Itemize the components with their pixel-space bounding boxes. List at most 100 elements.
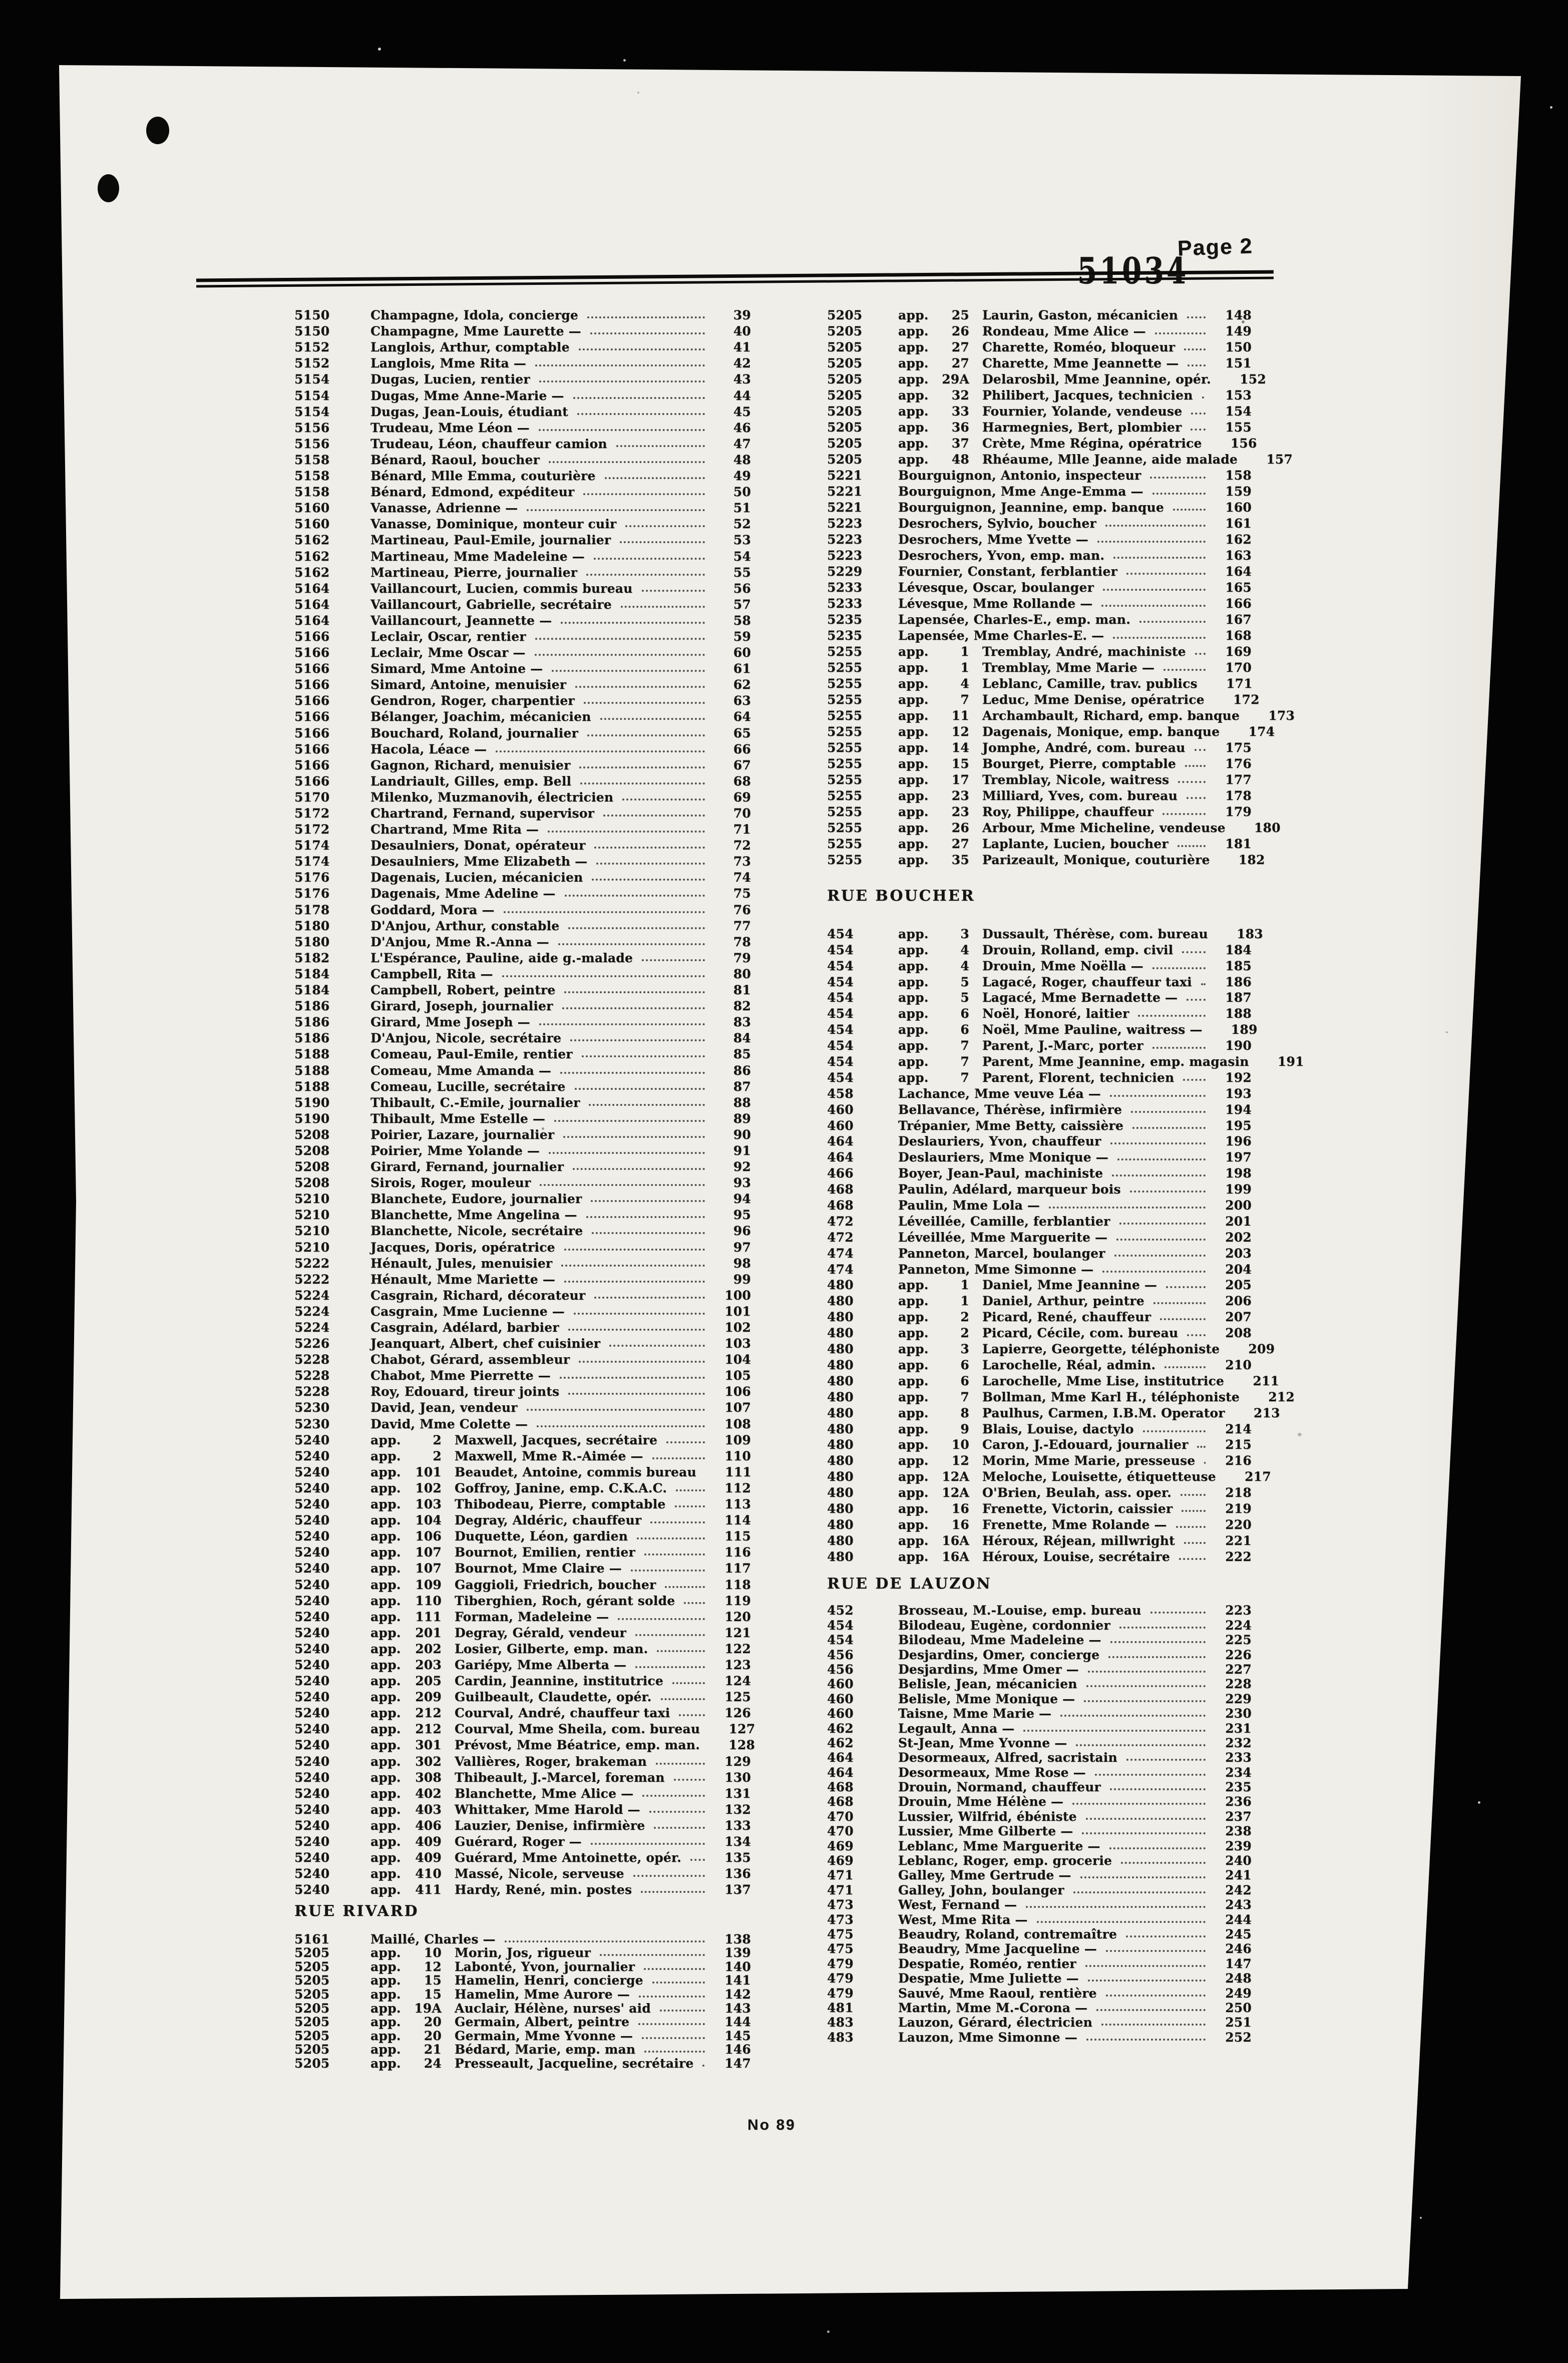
entry-name-occupation: Blanchete, Eudore, journalier [370,1192,582,1207]
dot-leader [1023,1729,1206,1732]
entry-sequence-number: 49 [733,469,751,484]
directory-entry-row: 5152 Langlois, Mme Rita — 42 [294,354,751,370]
entry-apartment-block: app. 37 [898,436,969,451]
entry-name-occupation: Desormeaux, Alfred, sacristain [898,1750,1117,1765]
apartment-label: app. [370,1641,401,1656]
entry-apartment-block: app. 11 [898,708,969,723]
entry-sequence-number: 177 [1225,772,1252,787]
entry-sequence-number: 124 [724,1674,751,1689]
apartment-label: app. [898,420,929,435]
entry-apartment-block: app. 6 [898,1358,969,1372]
entry-apartment-number: 29A [942,372,969,386]
dot-leader [586,573,705,576]
entry-street-number: 5154 [294,388,330,403]
entry-apartment-number: 11 [951,708,969,723]
dot-leader [591,1200,705,1203]
entry-street-number: 5223 [827,532,863,547]
entry-sequence-number: 40 [733,324,751,339]
entry-sequence-number: 188 [1225,1006,1252,1021]
entry-name-occupation: Langlois, Mme Rita — [370,356,527,371]
entry-name-occupation: Belisle, Mme Monique — [898,1691,1075,1706]
entry-sequence-number: 121 [724,1625,751,1640]
entry-apartment-number: 2 [433,1448,442,1463]
entry-name-occupation: Bourguignon, Antonio, inspecteur [898,468,1141,483]
directory-entry-row: 5240 app. 301 Prévost, Mme Béatrice, emp. m… [294,1736,755,1752]
dot-leader [534,654,705,656]
entry-apartment-number: 111 [415,1609,442,1624]
entry-apartment-number: 17 [951,772,969,787]
dot-leader [620,605,705,608]
entry-street-number: 5170 [294,790,330,805]
directory-entry-row: 5240 app. 302 Vallières, Roger, brakeman 129 [294,1752,751,1769]
dot-leader [592,1232,705,1235]
dot-leader [593,557,705,560]
entry-street-number: 5166 [294,693,330,708]
dot-leader [1110,1142,1206,1145]
directory-entry-row: 5182 L'Espérance, Pauline, aide g.-malade… [294,949,751,965]
entry-apartment-number: 4 [960,676,969,691]
entry-name-occupation: Paulin, Adélard, marqueur bois [898,1182,1121,1197]
entry-street-number: 5240 [294,1866,330,1881]
entry-name-occupation: Archambault, Richard, emp. banque [982,708,1240,723]
entry-name-occupation: Bédard, Marie, emp. man [455,2042,636,2057]
entry-street-number: 464 [827,1750,854,1765]
dot-leader [665,1586,705,1588]
directory-entry-row: 5240 app. 107 Bournot, Emilien, rentier 116 [294,1543,751,1559]
dot-leader [642,959,705,961]
entry-name-occupation: Taisne, Mme Marie — [898,1706,1052,1721]
film-speck [1550,106,1552,109]
entry-street-number: 5158 [294,452,330,467]
entry-apartment-number: 3 [960,1342,969,1357]
entry-name-occupation: Gariépy, Mme Alberta — [455,1657,627,1672]
apartment-label: app. [370,2001,401,2016]
apartment-label: app. [898,308,929,322]
directory-entry-row: 5240 app. 202 Losier, Gilberte, emp. man. 12… [294,1640,751,1656]
entry-name-occupation: Lapierre, Georgette, téléphoniste [982,1342,1220,1357]
entry-name-occupation: Campbell, Robert, peintre [370,983,556,998]
directory-entry-row: 5156 Trudeau, Léon, chauffeur camion 47 [294,435,751,451]
directory-entry-row: 5170 Milenko, Muzmanovih, électricien 69 [294,789,751,805]
directory-entry-row: 5240 app. 2 Maxwell, Jacques, secrétaire 109 [294,1431,751,1447]
entry-sequence-number: 222 [1225,1549,1252,1564]
dot-leader [1097,541,1206,543]
entry-name-occupation: Brosseau, M.-Louise, emp. bureau [898,1603,1141,1618]
entry-name-occupation: Simard, Mme Antoine — [370,661,543,676]
entry-apartment-number: 5 [960,990,969,1005]
dot-leader [620,541,705,544]
entry-street-number: 470 [827,1809,854,1824]
entry-name-occupation: Galley, John, boulanger [898,1882,1064,1897]
entry-apartment-block: app. 15 [898,756,969,771]
entry-apartment-block: app. 19A [370,2001,442,2016]
entry-name-occupation: Vanasse, Adrienne — [370,501,518,516]
dot-leader [641,589,705,592]
dot-leader [587,734,705,736]
entry-apartment-block: app. 106 [370,1529,442,1543]
entry-street-number: 472 [827,1214,854,1229]
directory-entry-row: 471 Galley, Mme Gertrude — 241 [827,1868,1252,1882]
entry-apartment-number: 7 [960,692,969,707]
entry-name-occupation: Lauzon, Gérard, électricien [898,2015,1093,2030]
entry-apartment-number: 102 [415,1480,442,1495]
dot-leader [1175,1525,1206,1528]
entry-name-occupation: Léveillée, Camille, ferblantier [898,1214,1110,1229]
dot-leader [1112,1174,1206,1177]
entry-sequence-number: 125 [724,1690,751,1705]
entry-street-number: 5176 [294,870,330,885]
directory-entry-row: 480 app. 16A Héroux, Réjean, millwright 221 [827,1532,1252,1548]
entry-street-number: 480 [827,1294,854,1309]
entry-sequence-number: 219 [1225,1501,1252,1516]
dot-leader [652,1457,705,1459]
entry-sequence-number: 198 [1225,1166,1252,1181]
entry-apartment-block: app. 10 [898,1437,969,1452]
directory-entry-row: 5166 Hacola, Léace — 66 [294,740,751,756]
entry-apartment-block: app. 6 [898,1374,969,1388]
entry-street-number: 454 [827,942,854,957]
dot-leader [590,1843,705,1845]
entry-name-occupation: Deslauriers, Mme Monique — [898,1150,1108,1165]
entry-street-number: 480 [827,1485,854,1500]
dot-leader [676,1489,705,1491]
entry-street-number: 5205 [294,1973,330,1988]
entry-sequence-number: 212 [1268,1389,1295,1404]
entry-apartment-block: app. 209 [370,1690,442,1704]
entry-street-number: 480 [827,1437,854,1452]
